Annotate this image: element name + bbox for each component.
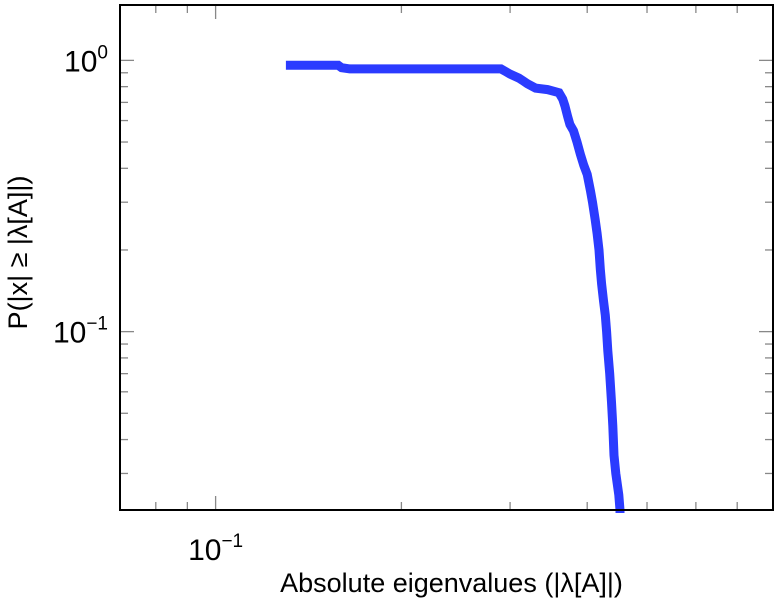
x-axis-label: Absolute eigenvalues (|λ[A]|) [280, 568, 623, 598]
axis-ticks [119, 5, 774, 510]
tick-exponent: −1 [221, 531, 243, 552]
plot-frame [119, 4, 774, 511]
y-tick-label: 100 [64, 42, 108, 78]
tick-base: 10 [64, 45, 97, 78]
y-axis-label: P(|x| ≥ |λ[A]|) [3, 176, 33, 330]
tick-exponent: 0 [97, 42, 108, 63]
tick-base: 10 [53, 317, 86, 350]
y-tick-label: 10−1 [53, 314, 108, 350]
series-line-0 [285, 60, 625, 513]
tick-base: 10 [188, 534, 221, 567]
x-tick-label: 10−1 [188, 531, 243, 567]
data-series [285, 60, 625, 513]
tick-exponent: −1 [86, 314, 108, 335]
